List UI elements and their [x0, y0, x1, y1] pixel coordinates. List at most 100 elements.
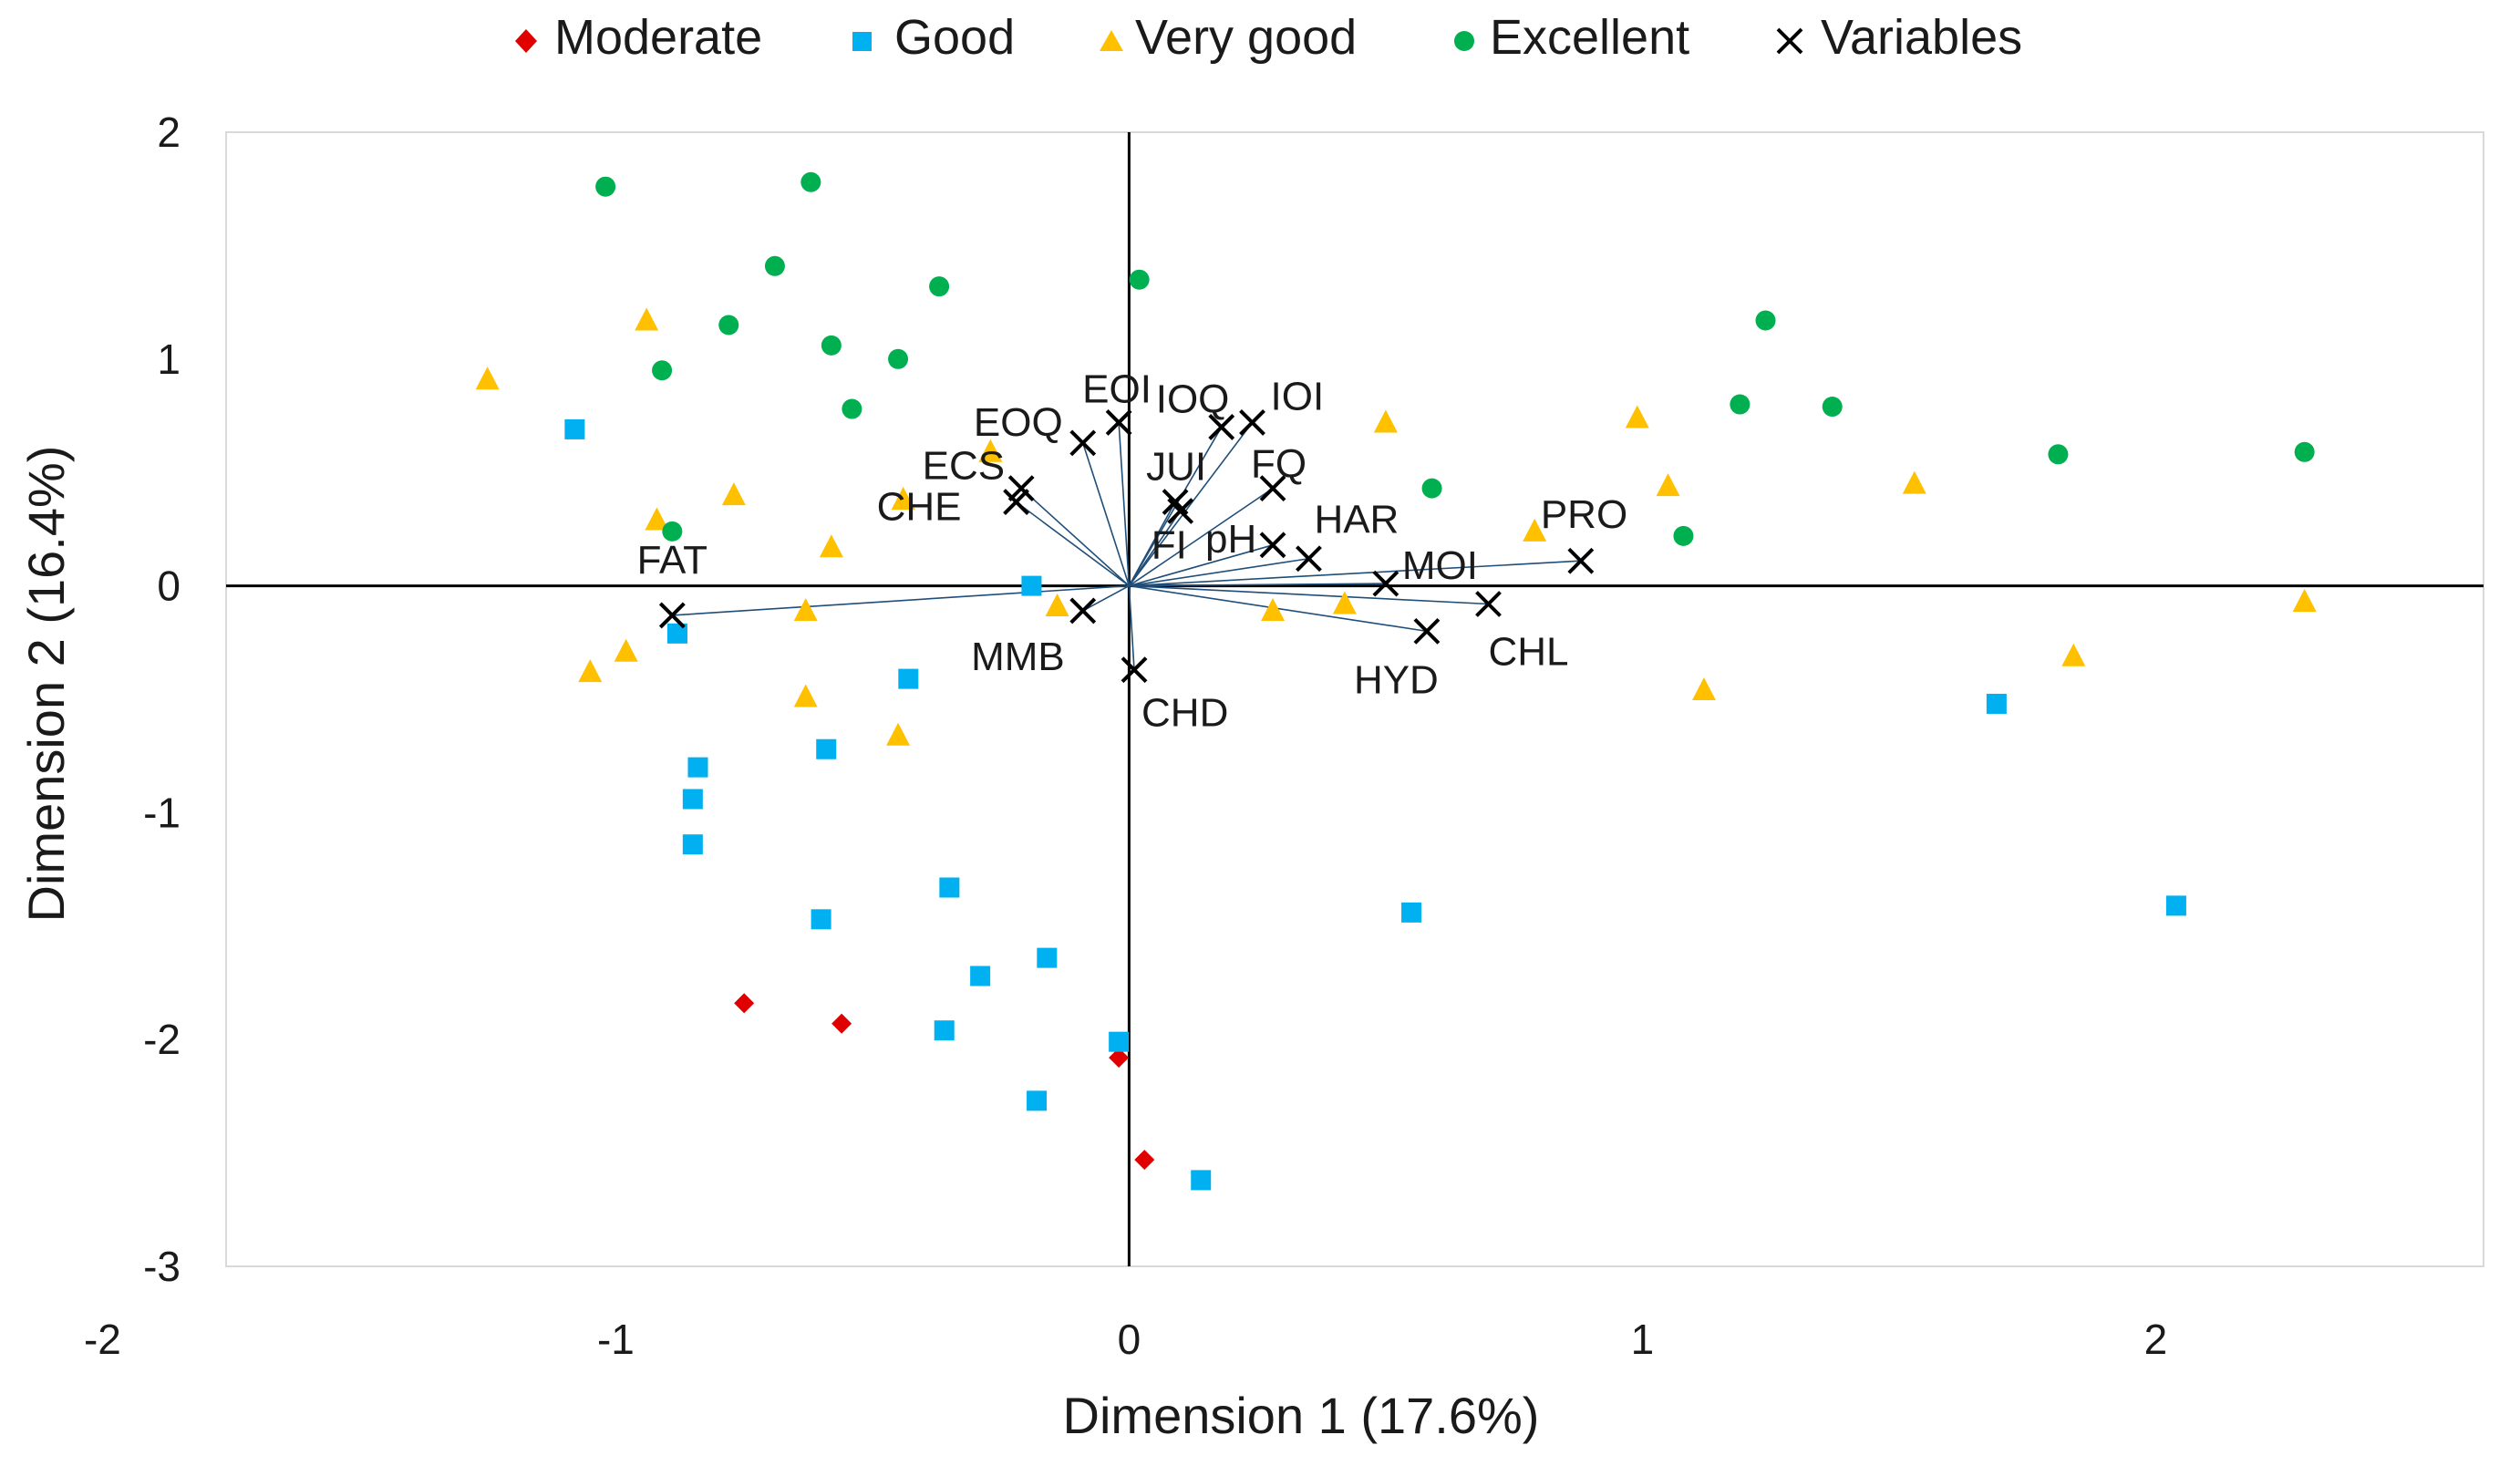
good-point [682, 789, 703, 810]
vector-ioi [1128, 421, 1254, 587]
excellent-point [800, 171, 821, 192]
variable-label-pro: PRO [1541, 492, 1627, 537]
variable-marker-fi [1167, 498, 1194, 524]
very-good-point [475, 366, 500, 390]
variable-label-ph: pH [1205, 517, 1256, 562]
variable-label-fat: FAT [637, 538, 707, 583]
moderate-point [734, 993, 755, 1014]
moderate-point [1134, 1150, 1155, 1171]
vector-chl [1129, 584, 1489, 605]
excellent-point [764, 255, 785, 276]
good-point [2165, 895, 2186, 916]
variable-marker-stroke [1069, 597, 1097, 625]
x-axis-title: Dimension 1 (17.6%) [1063, 1387, 1540, 1444]
vector-ph [1129, 544, 1274, 587]
data-points [475, 171, 2317, 1191]
variable-marker-hyd [1413, 617, 1441, 645]
variable-marker-ioq [1208, 414, 1235, 440]
variable-label-ioi: IOI [1271, 374, 1325, 418]
variable-label-eoi: EOI [1082, 366, 1152, 411]
y-tick-label: -1 [143, 789, 181, 836]
excellent-point [2294, 441, 2315, 462]
variable-label-ecs: ECS [923, 444, 1005, 489]
variable-marker-moi [1372, 570, 1399, 597]
excellent-point [2048, 444, 2069, 465]
x-tick-label: -1 [597, 1316, 635, 1363]
variable-marker-stroke [1208, 414, 1235, 440]
vector-ecs [1020, 488, 1130, 587]
very-good-point [2061, 643, 2086, 666]
legend-marker-good [852, 32, 872, 51]
very-good-point [978, 439, 1003, 462]
legend-marker-excellent [1454, 31, 1474, 51]
very-good-point [793, 597, 818, 621]
good-point [939, 877, 960, 898]
variable-marker-stroke [1069, 429, 1097, 457]
good-point [687, 757, 708, 778]
legend-item-very-good: Very good [1100, 10, 1357, 65]
good-point [970, 965, 991, 986]
very-good-point [645, 507, 669, 531]
variable-marker-eoi [1105, 409, 1132, 436]
excellent-point [842, 398, 862, 419]
variable-label-fq: FQ [1251, 442, 1306, 487]
excellent-point [595, 176, 616, 197]
legend-marker-very-good [1100, 30, 1123, 51]
moderate-point [831, 1013, 852, 1034]
very-good-point [1045, 593, 1069, 616]
variable-label-chd: CHD [1141, 691, 1228, 736]
excellent-point [821, 335, 842, 356]
y-tick-labels: -3 -2 -1 0 1 2 [143, 108, 181, 1290]
variable-marker-eoq [1069, 429, 1097, 457]
y-axis-title: Dimension 2 (16.4%) [17, 446, 75, 923]
vector-eoq [1081, 442, 1131, 586]
variable-marker-stroke [1413, 617, 1441, 645]
very-good-point [1332, 591, 1357, 614]
legend-label-good: Good [894, 10, 1015, 65]
moderate-point [1109, 1048, 1130, 1069]
good-point [1037, 947, 1058, 968]
good-point [564, 418, 585, 439]
good-point [1401, 902, 1422, 923]
vector-fi [1128, 511, 1182, 587]
very-good-point [886, 722, 911, 746]
y-tick-label: -3 [143, 1243, 181, 1290]
variable-marker-fat [658, 602, 686, 629]
very-good-point [2292, 589, 2317, 613]
very-good-point [635, 307, 659, 331]
variable-label-chl: CHL [1489, 630, 1569, 675]
x-tick-label: 2 [2144, 1316, 2168, 1363]
legend-item-variables: Variables [1776, 10, 2022, 65]
variable-marker-stroke [1475, 591, 1502, 617]
excellent-point [1730, 394, 1751, 415]
good-point [1986, 693, 2007, 714]
very-good-point [721, 482, 746, 506]
variable-marker-pro [1567, 547, 1595, 574]
variable-marker-stroke [1162, 489, 1189, 515]
very-good-point [578, 659, 603, 683]
vector-jui [1128, 501, 1176, 586]
variable-marker-stroke [1239, 409, 1265, 436]
good-point [1021, 575, 1042, 596]
variable-marker-mmb [1069, 597, 1097, 625]
variable-marker-ioi [1239, 409, 1265, 436]
excellent-point [652, 360, 673, 381]
variable-marker-stroke [1003, 489, 1029, 515]
excellent-point [929, 276, 950, 297]
variable-marker-stroke [1105, 409, 1132, 436]
y-tick-label: -2 [143, 1016, 181, 1063]
variable-marker-stroke [1296, 545, 1322, 573]
very-good-point [1523, 518, 1547, 542]
vector-fat [672, 584, 1130, 616]
legend-label-variables: Variables [1821, 10, 2022, 65]
very-good-point [793, 684, 818, 707]
variable-label-mmb: MMB [971, 635, 1065, 679]
variable-label-har: HAR [1314, 498, 1399, 542]
excellent-point [1755, 310, 1776, 331]
x-tick-label: -2 [84, 1316, 121, 1363]
variable-marker-har [1296, 545, 1322, 573]
variable-marker-fq [1259, 475, 1286, 502]
